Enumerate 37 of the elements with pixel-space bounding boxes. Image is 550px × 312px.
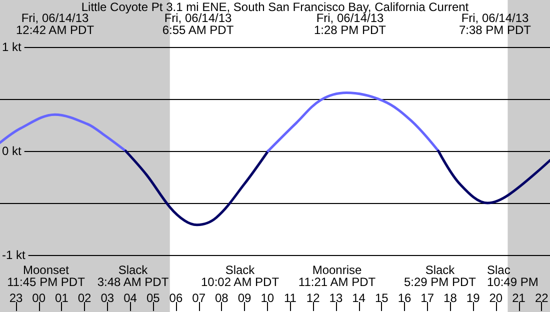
x-tick-label: 22 — [534, 291, 549, 305]
x-tick-label: 12 — [306, 291, 320, 305]
text: Moonrise 11:21 AM PDT — [298, 263, 376, 289]
x-tick-label: 02 — [78, 291, 92, 305]
y-tick-label: 1 kt — [2, 40, 22, 54]
text: Moonset 11:45 PM PDT — [7, 263, 86, 289]
text: Fri, 06/14/13 6:55 AM PDT — [162, 11, 234, 37]
x-tick-label: 20 — [489, 291, 503, 305]
y-tick-label: -1 kt — [2, 248, 26, 262]
text: Slack 3:48 AM PDT — [97, 263, 170, 289]
text: Slac 10:49 PM — [487, 263, 538, 289]
x-tick-label: 16 — [398, 291, 412, 305]
x-tick-label: 15 — [374, 291, 389, 305]
text: Fri, 06/14/13 12:42 AM PDT — [16, 11, 95, 37]
text: Slack 10:02 AM PDT — [200, 263, 280, 289]
text: Fri, 06/14/13 7:38 PM PDT — [458, 11, 532, 37]
x-tick-label: 14 — [352, 291, 366, 305]
x-tick-label: 01 — [55, 291, 69, 305]
x-tick-label: 17 — [420, 291, 434, 305]
x-tick-label: 03 — [100, 291, 114, 305]
x-tick-label: 11 — [284, 291, 297, 305]
chart-title: Little Coyote Pt 3.1 mi ENE, South San Francisco Bay, California Current — [81, 0, 470, 14]
x-tick-label: 06 — [169, 291, 183, 305]
x-tick-label: 00 — [32, 291, 46, 305]
x-tick-label: 09 — [238, 291, 252, 305]
x-tick-label: 21 — [512, 291, 526, 305]
x-tick-label: 23 — [9, 291, 23, 305]
x-tick-label: 05 — [146, 291, 160, 305]
x-tick-label: 10 — [260, 291, 274, 305]
x-tick-label: 19 — [466, 291, 480, 305]
text: Slack 5:29 PM PDT — [404, 263, 477, 289]
x-tick-label: 13 — [329, 291, 343, 305]
x-tick-label: 04 — [124, 291, 138, 305]
x-tick-label: 18 — [444, 291, 458, 305]
y-tick-label: 0 kt — [2, 144, 22, 158]
x-tick-label: 07 — [192, 291, 206, 305]
x-tick-label: 08 — [214, 291, 229, 305]
